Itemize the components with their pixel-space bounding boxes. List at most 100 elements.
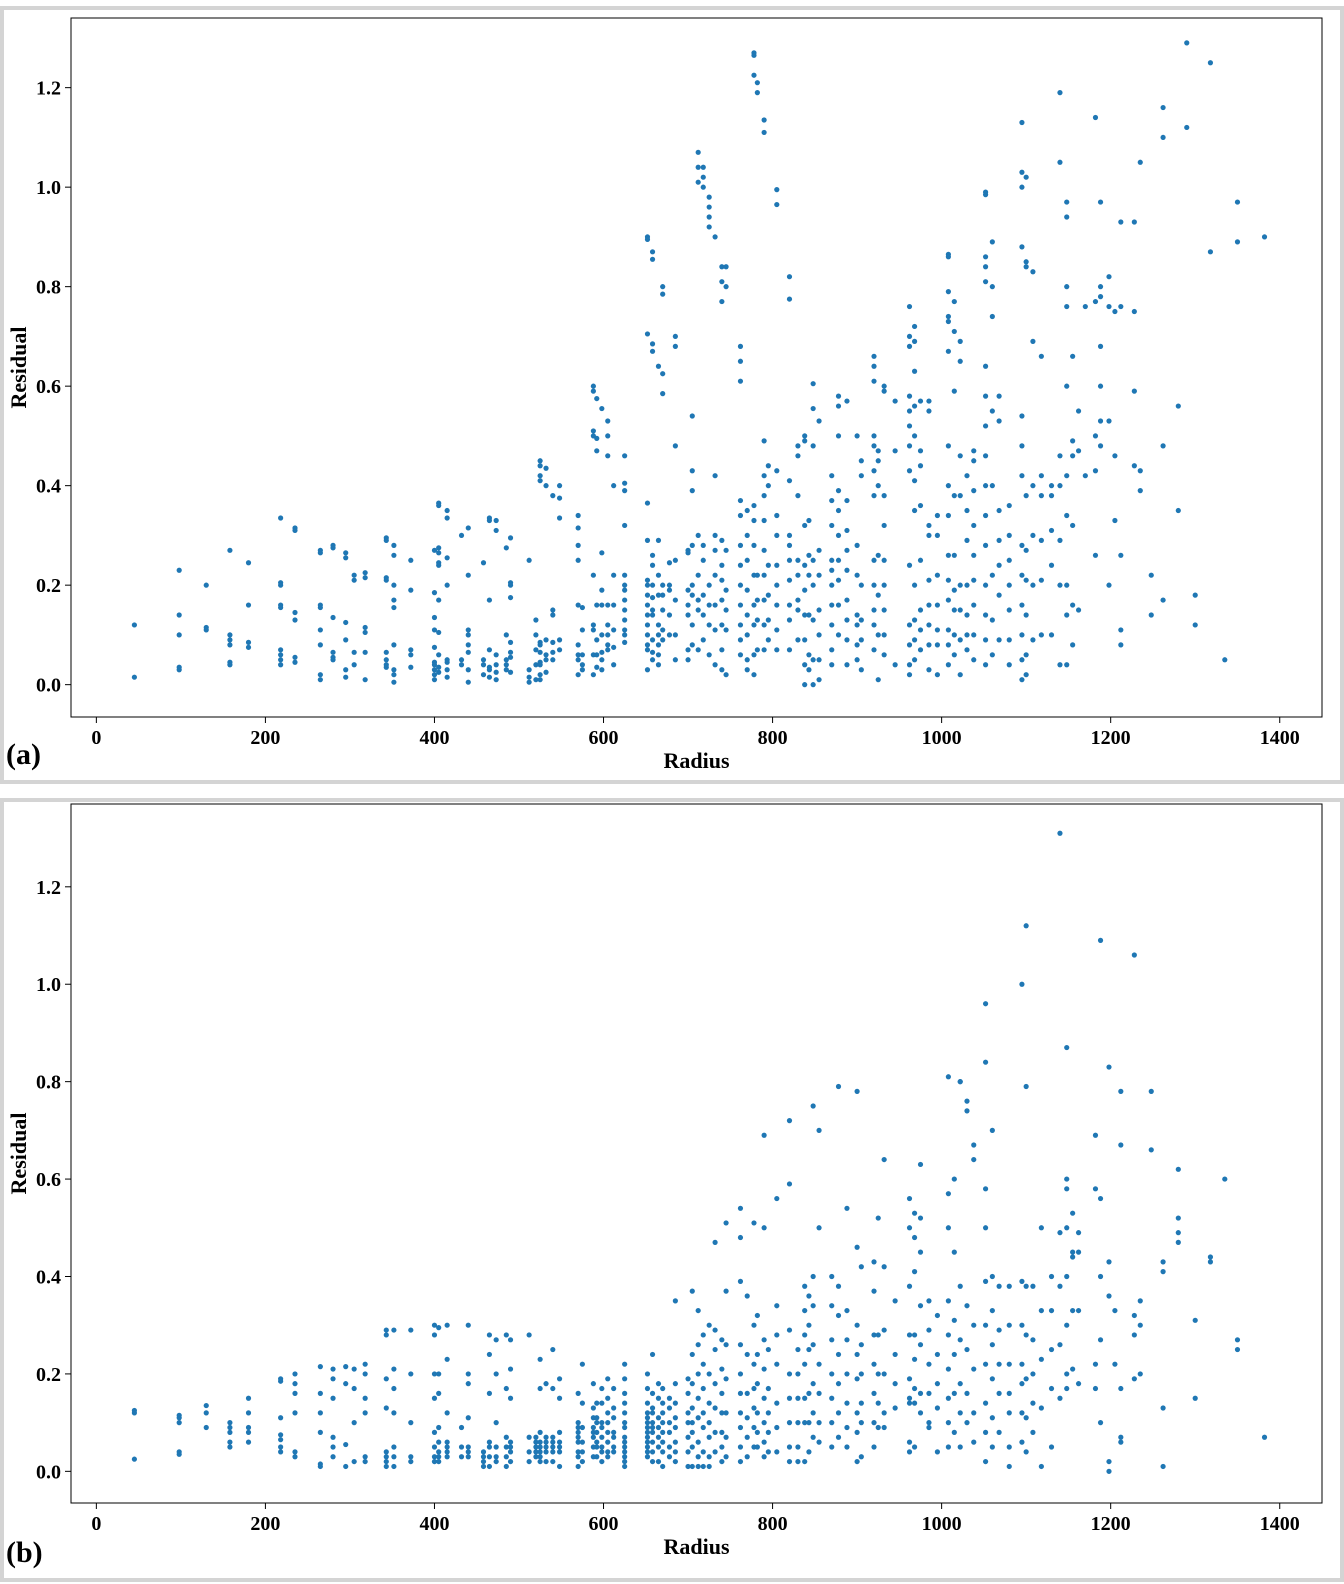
scatter-point	[292, 1371, 298, 1377]
scatter-point	[911, 1269, 918, 1275]
scatter-point	[689, 1405, 695, 1411]
scatter-point	[611, 1434, 617, 1440]
scatter-point	[712, 602, 718, 608]
scatter-point	[1070, 642, 1076, 648]
scatter-point	[892, 1351, 898, 1358]
scatter-point	[644, 582, 651, 588]
scatter-point	[605, 1454, 611, 1460]
scatter-point	[436, 664, 442, 670]
scatter-point	[1118, 627, 1124, 633]
scatter-point	[964, 647, 970, 653]
scatter-point	[906, 1395, 913, 1401]
scatter-point	[1023, 1449, 1029, 1455]
y-tick-label: 0.6	[36, 1169, 61, 1191]
scatter-point	[666, 1444, 673, 1450]
scatter-point	[964, 1346, 970, 1353]
scatter-point	[1148, 1088, 1154, 1094]
scatter-point	[465, 525, 471, 531]
scatter-point	[964, 632, 970, 638]
scatter-point	[945, 1332, 951, 1338]
scatter-point	[761, 1454, 767, 1460]
scatter-point	[706, 652, 712, 658]
scatter-point	[754, 1444, 760, 1450]
scatter-point	[712, 1327, 718, 1333]
scatter-point	[644, 1371, 651, 1377]
scatter-point	[1006, 557, 1012, 563]
scatter-point	[1048, 1273, 1055, 1280]
scatter-point	[330, 1434, 336, 1440]
scatter-point	[685, 1449, 691, 1455]
scatter-point	[486, 647, 493, 653]
scatter-point	[744, 1434, 750, 1440]
scatter-plot-a: 0 200 400 600 800 1000 1200 14000.00.20.40.60.8…	[6, 17, 1323, 773]
scatter-point	[431, 1458, 438, 1465]
scatter-point	[543, 465, 549, 471]
scatter-point	[1082, 303, 1088, 310]
scatter-point	[1070, 438, 1076, 444]
scatter-point	[1175, 1166, 1181, 1172]
scatter-point	[700, 1449, 706, 1455]
scatter-point	[934, 532, 941, 539]
scatter-point	[493, 1337, 499, 1343]
x-tick-label: 400	[419, 727, 449, 749]
scatter-point	[744, 667, 750, 673]
scatter-point	[1075, 1249, 1082, 1255]
scatter-point	[829, 1420, 835, 1426]
scatter-point	[649, 562, 656, 568]
scatter-point	[989, 1273, 995, 1280]
scatter-point	[945, 1298, 951, 1304]
scatter-point	[751, 602, 757, 608]
scatter-point	[660, 284, 666, 290]
scatter-point	[996, 1429, 1002, 1435]
scatter-point	[881, 607, 887, 613]
scatter-point	[543, 637, 549, 643]
scatter-point	[982, 279, 989, 285]
scatter-point	[605, 1376, 611, 1382]
scatter-point	[579, 1439, 585, 1445]
scatter-point	[810, 1381, 816, 1387]
scatter-point	[1038, 473, 1044, 479]
scatter-point	[835, 1312, 842, 1319]
scatter-point	[1118, 1088, 1124, 1094]
scatter-point	[622, 488, 628, 494]
x-tick-label: 800	[758, 727, 788, 749]
scatter-point	[550, 1346, 556, 1353]
scatter-point	[1131, 219, 1137, 225]
scatter-point	[751, 1424, 757, 1431]
scatter-point	[858, 1264, 864, 1270]
scatter-point	[644, 612, 651, 618]
scatter-point	[685, 550, 691, 556]
scatter-point	[881, 1410, 887, 1416]
scatter-point	[599, 405, 605, 412]
scatter-point	[1106, 1064, 1112, 1070]
scatter-point	[537, 1429, 543, 1435]
scatter-point	[537, 677, 543, 683]
scatter-point	[871, 468, 877, 474]
scatter-point	[761, 438, 767, 444]
scatter-point	[854, 657, 860, 663]
scatter-point	[989, 617, 995, 623]
scatter-point	[1118, 1434, 1124, 1440]
scatter-point	[844, 1371, 850, 1377]
scatter-point	[227, 1424, 233, 1431]
scatter-point	[816, 1127, 822, 1133]
scatter-point	[1064, 1176, 1070, 1182]
scatter-point	[871, 557, 877, 563]
scatter-point	[744, 1454, 750, 1460]
scatter-point	[391, 1463, 397, 1470]
scatter-point	[575, 1449, 581, 1455]
scatter-series	[131, 40, 1268, 688]
scatter-point	[719, 622, 725, 628]
scatter-point	[719, 298, 725, 305]
scatter-point	[906, 662, 913, 668]
scatter-point	[503, 545, 509, 551]
scatter-point	[816, 607, 822, 613]
scatter-point	[706, 1371, 712, 1377]
y-tick-label: 0.6	[36, 376, 61, 398]
scatter-point	[431, 662, 438, 668]
scatter-point	[802, 1283, 808, 1289]
scatter-point	[579, 627, 585, 633]
scatter-point	[590, 428, 596, 434]
plot-frame	[70, 803, 1323, 1504]
scatter-point	[858, 582, 864, 588]
